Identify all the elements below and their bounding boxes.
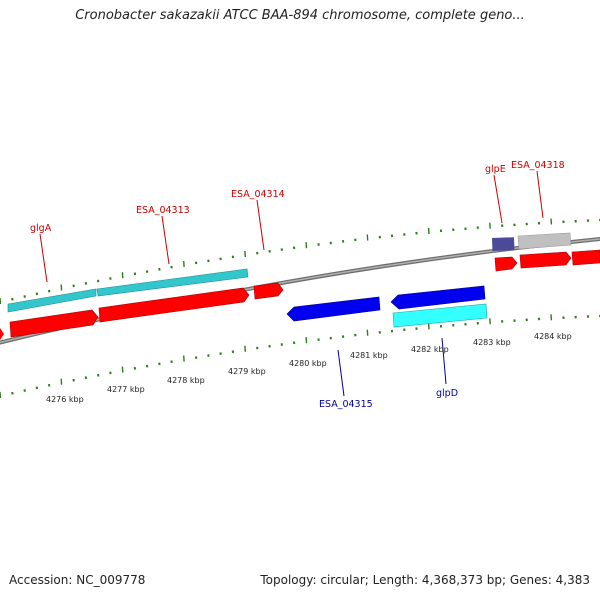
leader-line: [337, 349, 345, 397]
gene-label-esa-04318[interactable]: ESA_04318: [511, 160, 565, 171]
gene-label-glpe[interactable]: glpE: [485, 164, 506, 175]
feature-misc[interactable]: [492, 237, 515, 251]
feature-gene-reverse[interactable]: [286, 296, 381, 322]
scale-label: 4283 kbp: [473, 338, 511, 347]
forward-gene-row: [0, 249, 600, 340]
gene-label-esa-04314[interactable]: ESA_04314: [231, 189, 285, 200]
feature-gene-reverse[interactable]: [390, 285, 486, 310]
gene-labels: glgA ESA_04313 ESA_04314 glpE ESA_04318 …: [30, 160, 565, 410]
feature-gene-forward[interactable]: [0, 328, 4, 340]
leader-line: [161, 215, 170, 265]
gene-label-glpd[interactable]: glpD: [436, 388, 458, 399]
leader-line: [536, 170, 544, 219]
feature-gene-forward[interactable]: [494, 256, 518, 272]
scale-label: 4284 kbp: [534, 332, 572, 341]
leader-line: [493, 174, 503, 224]
scale-label: 4280 kbp: [289, 359, 327, 368]
genome-summary-text: Topology: circular; Length: 4,368,373 bp…: [260, 573, 590, 587]
feature-gene-forward[interactable]: [519, 251, 572, 269]
scale-label: 4279 kbp: [228, 367, 266, 376]
feature-gene-forward[interactable]: [253, 282, 284, 300]
map-title: Cronobacter sakazakii ATCC BAA-894 chrom…: [75, 8, 525, 23]
feature-cds-forward[interactable]: [96, 268, 249, 297]
scale-label: 4277 kbp: [107, 385, 145, 394]
leader-line: [441, 337, 447, 385]
scale-label: 4276 kbp: [46, 395, 84, 404]
feature-cds-reverse[interactable]: [392, 303, 488, 328]
feature-gene-forward[interactable]: [9, 309, 99, 338]
gene-label-leaders: [39, 170, 544, 397]
forward-tick-track: [0, 218, 600, 305]
accession-text: Accession: NC_009778: [9, 573, 146, 587]
forward-cds-row: [7, 232, 572, 313]
scale-label: 4278 kbp: [167, 376, 205, 385]
leader-line: [39, 233, 48, 283]
feature-cds-forward[interactable]: [7, 288, 97, 313]
feature-gene-forward[interactable]: [571, 249, 600, 266]
scale-label: 4282 kbp: [411, 345, 449, 354]
leader-line: [256, 199, 265, 251]
scale-labels: 4276 kbp 4277 kbp 4278 kbp 4279 kbp 4280…: [46, 332, 572, 404]
feature-pseudo[interactable]: [517, 232, 572, 250]
gene-label-esa-04313[interactable]: ESA_04313: [136, 205, 190, 216]
gene-label-esa-04315[interactable]: ESA_04315: [319, 399, 373, 410]
reverse-gene-row: [286, 285, 486, 322]
scale-label: 4281 kbp: [350, 351, 388, 360]
feature-gene-forward[interactable]: [98, 287, 250, 323]
gene-label-glga[interactable]: glgA: [30, 223, 52, 234]
reverse-cds-row: [392, 303, 488, 328]
reverse-tick-track: [0, 314, 600, 399]
